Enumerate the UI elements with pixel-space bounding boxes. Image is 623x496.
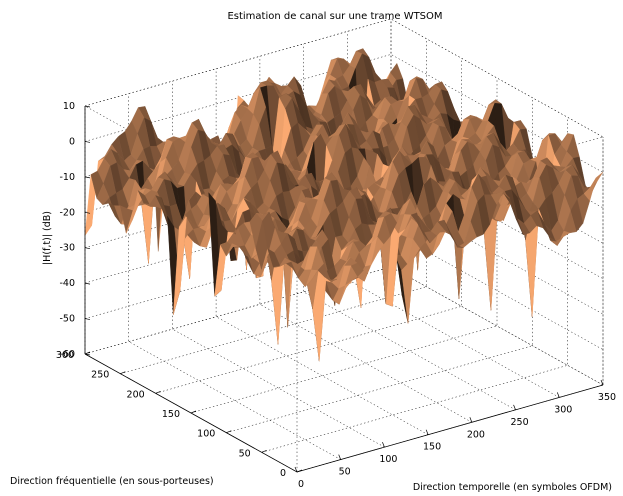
x-tick-label: 350 bbox=[598, 392, 616, 403]
y-tick-mark bbox=[226, 430, 232, 433]
x-tick-mark bbox=[513, 404, 516, 410]
frequency-axis-label: Direction fréquentielle (en sous-porteus… bbox=[10, 476, 214, 487]
y-tick-label: 150 bbox=[162, 409, 180, 420]
z-tick-mark bbox=[84, 176, 91, 179]
z-tick-label: 0 bbox=[69, 136, 75, 147]
x-tick-mark bbox=[600, 379, 604, 386]
z-tick-label: -30 bbox=[59, 243, 75, 254]
z-tick-mark bbox=[84, 282, 91, 285]
x-tick-label: 300 bbox=[554, 404, 572, 415]
x-tick-mark bbox=[556, 392, 560, 398]
z-tick-mark bbox=[84, 318, 91, 320]
z-tick-mark bbox=[84, 141, 91, 143]
z-tick-label: -20 bbox=[59, 207, 75, 218]
z-tick-mark bbox=[84, 247, 91, 250]
x-tick-label: 50 bbox=[339, 467, 351, 478]
chart-title: Estimation de canal sur une trame WTSOM bbox=[227, 11, 442, 22]
y-tick-label: 250 bbox=[91, 370, 109, 381]
box-top-edge bbox=[84, 18, 604, 138]
y-tick-label: 100 bbox=[197, 429, 215, 440]
time-axis-label: Direction temporelle (en symboles OFDM) bbox=[413, 482, 612, 493]
y-tick-mark bbox=[190, 410, 197, 414]
y-tick-mark bbox=[84, 351, 91, 355]
y-tick-label: 50 bbox=[239, 448, 251, 459]
surface-patch bbox=[290, 259, 305, 275]
channel-surface bbox=[84, 47, 604, 362]
y-tick-mark bbox=[155, 391, 161, 394]
y-grid-line bbox=[296, 137, 604, 473]
x-tick-mark bbox=[338, 454, 342, 460]
x-tick-label: 200 bbox=[467, 429, 485, 440]
z-tick-mark bbox=[84, 211, 91, 214]
x-tick-mark bbox=[382, 442, 385, 448]
z-axis-label: |H(f,t)| (dB) bbox=[42, 211, 53, 265]
z-tick-label: 10 bbox=[63, 101, 75, 112]
x-tick-mark bbox=[425, 429, 429, 435]
x-tick-label: 150 bbox=[423, 442, 441, 453]
z-tick-mark bbox=[84, 353, 91, 356]
y-tick-label: 300 bbox=[56, 350, 74, 361]
x-tick-label: 0 bbox=[298, 479, 304, 490]
z-grid-line bbox=[84, 54, 604, 173]
z-tick-label: -60 bbox=[59, 349, 75, 360]
x-tick-label: 250 bbox=[511, 417, 529, 428]
x-tick-mark bbox=[294, 466, 298, 473]
tick-labels: 100-10-20-30-40-50-600501001502002503003… bbox=[56, 101, 616, 490]
y-tick-label: 200 bbox=[127, 389, 145, 400]
x-tick-label: 100 bbox=[379, 454, 397, 465]
x-tick-mark bbox=[469, 417, 473, 423]
z-tick-label: -40 bbox=[59, 278, 75, 289]
z-tick-label: -50 bbox=[59, 314, 75, 325]
y-tick-mark bbox=[120, 371, 126, 374]
y-tick-mark bbox=[261, 450, 267, 453]
y-tick-mark bbox=[296, 469, 303, 473]
y-tick-label: 0 bbox=[280, 468, 286, 479]
box-top-edge bbox=[84, 105, 298, 225]
z-tick-label: -10 bbox=[59, 172, 75, 183]
z-tick-mark bbox=[84, 105, 91, 108]
